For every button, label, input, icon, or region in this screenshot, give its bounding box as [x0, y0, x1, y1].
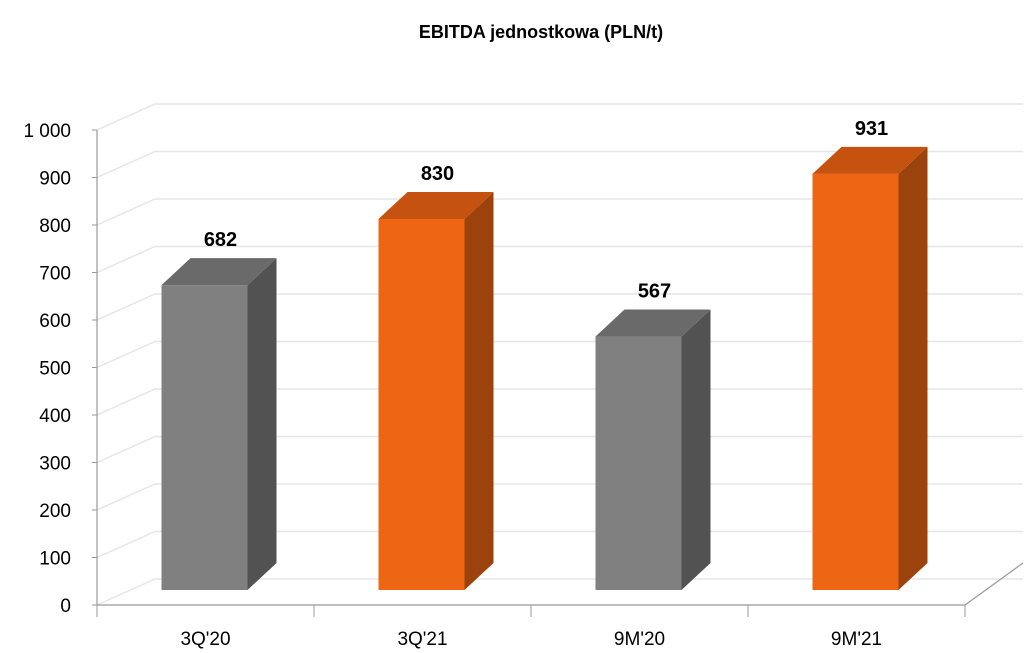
chart-title: EBITDA jednostkowa (PLN/t)	[419, 22, 663, 42]
bar	[595, 309, 711, 590]
labels: 3Q'20 682 3Q'21 830 9M'20 567 9M'21 931	[180, 118, 888, 650]
gridline	[96, 103, 1023, 131]
y-tick-label: 700	[39, 264, 71, 285]
bar-front	[161, 285, 248, 590]
y-tick-label: 500	[39, 359, 71, 380]
y-tick-label: 1 000	[23, 121, 71, 142]
data-label: 931	[855, 118, 888, 140]
bar-side	[247, 258, 277, 590]
bar-front	[595, 336, 682, 590]
gridline	[96, 483, 1023, 511]
bar-top	[161, 258, 277, 286]
bar-side	[464, 191, 494, 591]
gridline	[96, 435, 1023, 464]
data-label: 830	[421, 163, 454, 185]
y-tick-label: 600	[39, 311, 71, 332]
y-tick-label: 300	[39, 454, 71, 475]
gridline	[96, 150, 1023, 179]
y-tick-label: 100	[39, 549, 71, 570]
gridline	[96, 293, 1023, 321]
y-tick-label: 900	[39, 169, 71, 190]
bar-top	[378, 191, 494, 219]
y-tick-label: 200	[39, 501, 71, 522]
data-label: 567	[638, 281, 671, 303]
bar-front	[812, 173, 899, 590]
axes: 0 100 200 300 400 500 600 700 800 900 1 000	[23, 121, 1024, 617]
bar-side	[898, 146, 928, 590]
bar	[812, 146, 928, 590]
y-tick-label: 400	[39, 406, 71, 427]
bar-side	[681, 309, 711, 590]
bar	[161, 258, 277, 590]
x-category-label: 3Q'21	[397, 629, 447, 650]
gridline	[96, 198, 1023, 226]
gridline	[96, 340, 1023, 369]
bar	[378, 191, 494, 591]
gridline	[96, 388, 1023, 416]
gridline	[96, 530, 1023, 559]
bar-top	[595, 309, 711, 337]
bars	[161, 146, 928, 591]
x-category-label: 9M'20	[614, 629, 665, 650]
gridline	[96, 578, 1023, 606]
bar-front	[378, 218, 465, 591]
gridlines	[96, 103, 1023, 606]
x-category-label: 3Q'20	[180, 629, 230, 650]
x-category-label: 9M'21	[831, 629, 882, 650]
data-label: 682	[204, 229, 237, 251]
y-tick-label: 0	[60, 596, 71, 617]
gridline	[96, 245, 1023, 274]
y-tick-label: 800	[39, 216, 71, 237]
bar-top	[812, 146, 928, 174]
floor-edge-line	[964, 562, 1024, 606]
